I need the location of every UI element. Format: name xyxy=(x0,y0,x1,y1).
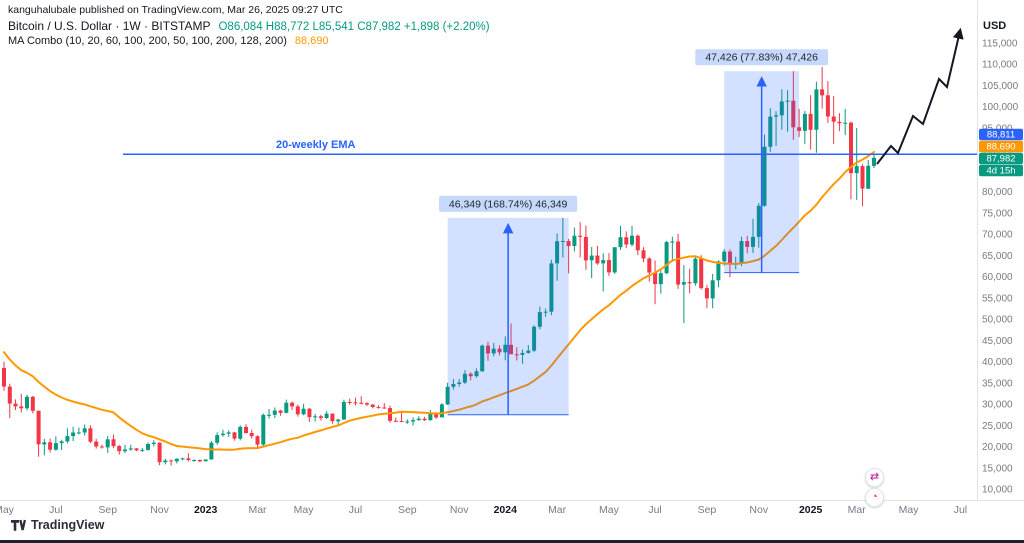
time-tick-label: Mar xyxy=(848,504,867,516)
time-tick-label: May xyxy=(899,504,920,516)
price-badge-text: 88,811 xyxy=(987,130,1015,141)
axis-currency-label[interactable]: USD xyxy=(983,20,1007,32)
indicator-value: 88,690 xyxy=(294,35,329,47)
price-tick-label: 50,000 xyxy=(982,315,1013,326)
price-tick-label: 115,000 xyxy=(982,39,1018,50)
time-tick-label: 2023 xyxy=(194,504,218,516)
price-range-drawing[interactable]: 47,426 (77.83%) 47,426 xyxy=(695,49,829,274)
horizontal-line-drawing[interactable]: 20-weekly EMA xyxy=(123,139,977,156)
price-badge-text: 87,982 xyxy=(986,154,1015,165)
chart-reaction-icons: ⇄ ◔ xyxy=(865,468,884,507)
time-tick-label: Jul xyxy=(648,504,661,516)
time-tick-label: Sep xyxy=(98,504,117,516)
price-tick-label: 30,000 xyxy=(982,400,1013,411)
time-tick-label: Sep xyxy=(698,504,717,516)
chart-legend: Bitcoin / U.S. Dollar · 1W · BITSTAMP O8… xyxy=(8,19,490,51)
tradingview-logo-text: TradingView xyxy=(31,518,105,532)
price-tick-label: 80,000 xyxy=(982,187,1013,198)
price-tick-label: 75,000 xyxy=(982,208,1013,219)
price-tick-label: 65,000 xyxy=(982,251,1013,262)
price-tick-label: 20,000 xyxy=(982,442,1013,453)
price-tick-label: 60,000 xyxy=(982,272,1013,283)
price-badge-last-price xyxy=(979,152,1023,165)
symbol-title[interactable]: Bitcoin / U.S. Dollar · 1W · BITSTAMP xyxy=(8,19,211,33)
window-bottom-edge xyxy=(0,540,1024,543)
tradingview-logo-icon xyxy=(11,519,26,531)
price-tick-label: 40,000 xyxy=(982,357,1013,368)
price-tick-label: 55,000 xyxy=(982,293,1013,304)
time-tick-label: Jul xyxy=(954,504,967,516)
time-tick-label: 2024 xyxy=(494,504,518,516)
tradingview-logo[interactable]: TradingView xyxy=(10,518,104,532)
candlestick-series xyxy=(2,67,876,466)
price-tick-label: 15,000 xyxy=(982,463,1013,474)
price-range-drawing[interactable]: 46,349 (168.74%) 46,349 xyxy=(439,195,578,416)
price-tick-label: 35,000 xyxy=(982,378,1013,389)
streak-circle-icon[interactable]: ◔ xyxy=(865,488,884,507)
indicator-label[interactable]: MA Combo (10, 20, 60, 100, 200, 50, 100,… xyxy=(8,35,287,47)
range-label-badge xyxy=(439,195,578,212)
legend-row-symbol: Bitcoin / U.S. Dollar · 1W · BITSTAMP O8… xyxy=(8,19,490,35)
publish-info: kanguhalubale published on TradingView.c… xyxy=(8,4,343,16)
price-tick-label: 25,000 xyxy=(982,421,1013,432)
price-badge-ma-value xyxy=(979,140,1023,153)
price-tick-label: 100,000 xyxy=(982,102,1019,113)
legend-row-indicator: MA Combo (10, 20, 60, 100, 200, 50, 100,… xyxy=(8,35,490,51)
price-tick-label: 105,000 xyxy=(982,81,1019,92)
time-tick-label: Sep xyxy=(398,504,417,516)
price-tick-label: 70,000 xyxy=(982,230,1013,241)
range-label-badge xyxy=(695,49,829,66)
time-tick-label: Mar xyxy=(248,504,267,516)
price-tick-label: 10,000 xyxy=(982,485,1013,496)
time-tick-label: Jul xyxy=(349,504,362,516)
time-tick-label: Nov xyxy=(150,504,169,516)
time-tick-label: Nov xyxy=(450,504,469,516)
time-tick-label: May xyxy=(599,504,620,516)
range-label-text: 46,349 (168.74%) 46,349 xyxy=(449,198,568,210)
ma-combo-line[interactable] xyxy=(3,150,875,451)
price-badge-line-level xyxy=(979,128,1023,141)
ohlc-values: O86,084 H88,772 L85,541 C87,982 +1,898 (… xyxy=(218,21,490,33)
time-tick-label: Mar xyxy=(548,504,567,516)
price-badge-text: 88,690 xyxy=(986,142,1015,153)
axes-layer: 115,000110,000105,000100,00095,00090,000… xyxy=(0,0,1024,516)
swap-arrows-icon[interactable]: ⇄ xyxy=(865,468,884,487)
price-badge-text: 4d 15h xyxy=(986,166,1015,177)
time-tick-label: May xyxy=(294,504,315,516)
trend-arrow-drawing[interactable] xyxy=(876,27,964,165)
time-tick-label: 2025 xyxy=(799,504,823,516)
time-tick-label: Jul xyxy=(49,504,62,516)
drawings-layer: 46,349 (168.74%) 46,349 47,426 (77.83%) 4… xyxy=(123,27,977,416)
price-badge-countdown xyxy=(979,164,1023,177)
time-tick-label: May xyxy=(0,504,15,516)
price-tick-label: 110,000 xyxy=(982,60,1018,71)
horizontal-line-label: 20-weekly EMA xyxy=(276,139,356,151)
price-tick-label: 45,000 xyxy=(982,336,1013,347)
time-tick-label: Nov xyxy=(749,504,768,516)
range-label-text: 47,426 (77.83%) 47,426 xyxy=(705,52,818,64)
moving-average-layer xyxy=(3,150,875,451)
